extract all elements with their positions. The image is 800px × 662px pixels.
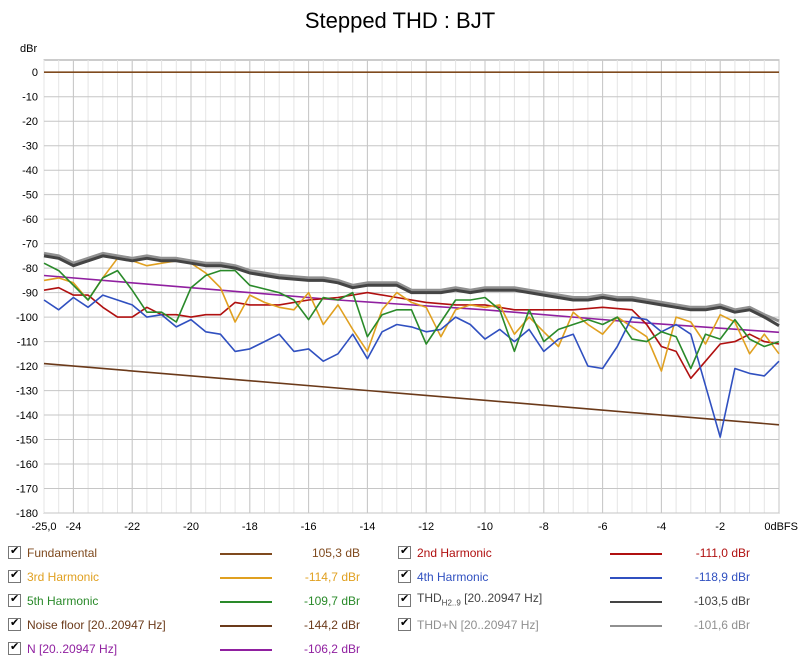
y-tick-label: -160: [16, 459, 38, 471]
legend-swatch: [610, 601, 662, 603]
legend-value: -114,7 dBr: [304, 570, 360, 584]
legend-entry: THD+N [20..20947 Hz] -101,6 dBr: [0, 615, 800, 635]
legend-entry: THDH2..9 [20..20947 Hz] -103,5 dBr: [0, 591, 800, 611]
y-tick-label: -30: [22, 141, 38, 153]
legend-value: 105,3 dB: [311, 546, 360, 560]
y-tick-label: -50: [22, 190, 38, 202]
plot-area: 0-10-20-30-40-50-60-70-80-90-100-110-120…: [16, 43, 798, 533]
legend-entry: Fundamental 105,3 dB: [0, 543, 800, 563]
y-tick-label: -60: [22, 214, 38, 226]
legend-checkbox[interactable]: [398, 568, 411, 583]
legend-entry: Noise floor [20..20947 Hz] -144,2 dBr: [0, 615, 800, 635]
legend-value: -118,9 dBr: [694, 570, 750, 584]
x-tick-label: -20: [183, 521, 199, 533]
y-tick-label: -80: [22, 263, 38, 275]
y-tick-label: -120: [16, 361, 38, 373]
legend-value: -144,2 dBr: [303, 618, 360, 632]
legend-label: 5th Harmonic: [27, 594, 99, 608]
x-tick-label: -2: [715, 521, 725, 533]
legend-label: N [20..20947 Hz]: [27, 642, 118, 656]
series-line-noise: [43, 362, 780, 426]
legend-swatch: [610, 625, 662, 627]
x-tick-label: -4: [657, 521, 667, 533]
y-tick-label: -20: [22, 116, 38, 128]
legend-swatch: [610, 577, 662, 579]
y-tick-label: 0: [32, 67, 38, 79]
legend-checkbox[interactable]: [398, 592, 411, 607]
legend-checkbox[interactable]: [8, 616, 21, 631]
legend-checkbox[interactable]: [398, 544, 411, 559]
legend-checkbox[interactable]: [398, 616, 411, 631]
legend-label: 3rd Harmonic: [27, 570, 100, 584]
legend-value: -101,6 dBr: [693, 618, 750, 632]
x-tick-label: 0dBFS: [764, 521, 798, 533]
x-tick-label: -22: [124, 521, 140, 533]
legend-entry: 3rd Harmonic -114,7 dBr: [0, 567, 800, 587]
y-tick-label: -180: [16, 508, 38, 520]
x-tick-label: -25,0: [31, 521, 56, 533]
y-tick-label: -70: [22, 239, 38, 251]
legend-entry: 5th Harmonic -109,7 dBr: [0, 591, 800, 611]
legend-label: THDH2..9 [20..20947 Hz]: [417, 591, 543, 608]
x-tick-label: -18: [242, 521, 258, 533]
legend: Fundamental 105,3 dB 2nd Harmonic -111,0 dB…: [0, 540, 800, 662]
legend-swatch: [220, 601, 272, 603]
y-tick-label: -150: [16, 435, 38, 447]
legend-label: 4th Harmonic: [417, 570, 489, 584]
series-line-n: [43, 274, 780, 334]
series-line-5th: [43, 262, 780, 370]
legend-label: Fundamental: [27, 546, 98, 560]
x-tick-label: -16: [301, 521, 317, 533]
y-tick-label: -170: [16, 484, 38, 496]
y-tick-label: -40: [22, 165, 38, 177]
legend-checkbox[interactable]: [8, 640, 21, 655]
series-line-3rd: [43, 257, 780, 372]
legend-checkbox[interactable]: [8, 592, 21, 607]
legend-checkbox[interactable]: [8, 544, 21, 559]
series-line-thd+n: [43, 251, 780, 323]
series-line-2nd: [43, 286, 780, 380]
legend-swatch: [220, 553, 272, 555]
y-tick-label: -110: [17, 337, 38, 349]
y-tick-label: -100: [16, 312, 38, 324]
legend-entry: 4th Harmonic -118,9 dBr: [0, 567, 800, 587]
legend-swatch: [220, 625, 272, 627]
legend-entry: N [20..20947 Hz] -106,2 dBr: [0, 639, 800, 659]
legend-label: 2nd Harmonic: [417, 546, 492, 560]
legend-value: -109,7 dBr: [303, 594, 360, 608]
legend-swatch: [220, 649, 272, 651]
y-tick-label: -130: [16, 386, 38, 398]
x-tick-label: -14: [359, 521, 375, 533]
legend-value: -111,0 dBr: [695, 546, 750, 560]
legend-label: THD+N [20..20947 Hz]: [417, 618, 539, 632]
x-tick-label: -6: [598, 521, 608, 533]
x-tick-label: -10: [477, 521, 493, 533]
x-tick-label: -8: [539, 521, 549, 533]
y-tick-label: -140: [16, 410, 38, 422]
series-line-thd: [43, 254, 780, 327]
y-tick-label: -10: [22, 92, 38, 104]
series-line-4th: [43, 294, 780, 438]
x-tick-label: -24: [65, 521, 81, 533]
x-tick-label: -12: [418, 521, 434, 533]
legend-value: -106,2 dBr: [303, 642, 360, 656]
legend-label: Noise floor [20..20947 Hz]: [27, 618, 166, 632]
legend-swatch: [220, 577, 272, 579]
y-axis-label: dBr: [20, 43, 37, 55]
legend-checkbox[interactable]: [8, 568, 21, 583]
y-tick-label: -90: [22, 288, 38, 300]
legend-swatch: [610, 553, 662, 555]
legend-value: -103,5 dBr: [693, 594, 750, 608]
chart-title: Stepped THD : BJT: [304, 8, 496, 33]
legend-entry: 2nd Harmonic -111,0 dBr: [0, 543, 800, 563]
